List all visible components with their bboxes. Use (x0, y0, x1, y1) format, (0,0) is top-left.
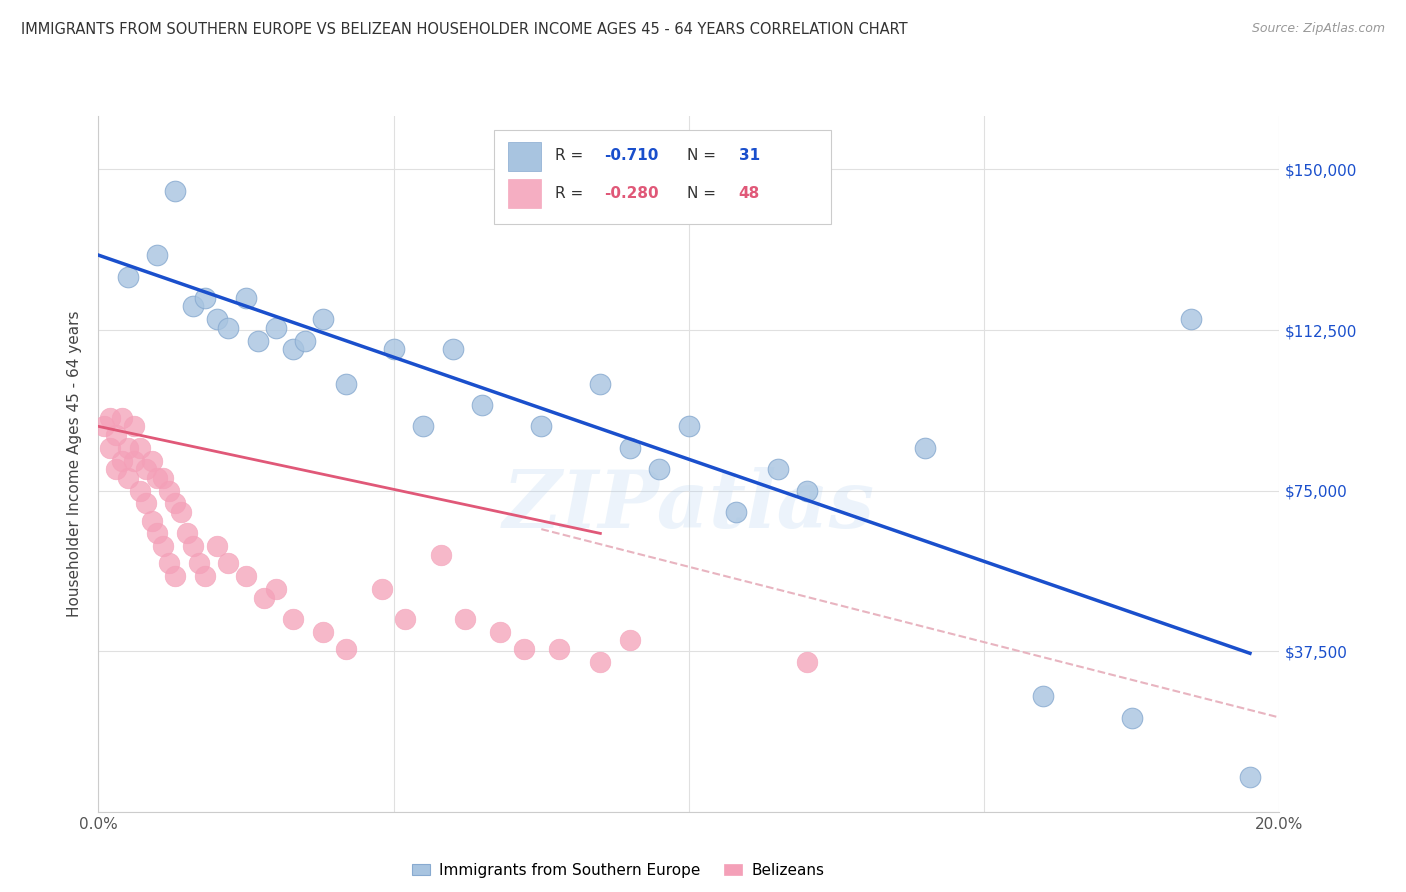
Point (181, 300, 204, 314)
Text: IMMIGRANTS FROM SOUTHERN EUROPE VS BELIZEAN HOUSEHOLDER INCOME AGES 45 - 64 YEAR: IMMIGRANTS FROM SOUTHERN EUROPE VS BELIZ… (21, 22, 908, 37)
Point (914, 441, 936, 455)
Point (122, 419, 145, 434)
Legend: Immigrants from Southern Europe, Belizeans: Immigrants from Southern Europe, Belizea… (406, 857, 831, 884)
Bar (508, 142, 541, 171)
Point (1180, 312, 1202, 326)
Point (105, 428, 128, 442)
Text: -0.280: -0.280 (605, 186, 658, 201)
Point (165, 569, 187, 583)
Point (117, 441, 139, 455)
Point (619, 633, 641, 648)
Point (796, 483, 818, 498)
Point (512, 642, 534, 657)
Point (235, 569, 257, 583)
Point (253, 591, 276, 605)
Point (152, 539, 174, 553)
Text: N =: N = (686, 186, 720, 201)
Point (111, 453, 134, 467)
Text: Source: ZipAtlas.com: Source: ZipAtlas.com (1251, 22, 1385, 36)
Point (796, 655, 818, 669)
Point (619, 441, 641, 455)
Point (678, 419, 700, 434)
Point (283, 612, 305, 626)
Point (157, 483, 180, 498)
Point (146, 471, 169, 485)
Point (128, 441, 150, 455)
Point (135, 462, 157, 476)
Point (335, 376, 357, 391)
Point (1032, 689, 1054, 703)
Text: R =: R = (555, 148, 589, 163)
Text: 48: 48 (738, 186, 759, 201)
Point (165, 496, 187, 510)
Point (453, 612, 475, 626)
Point (312, 312, 335, 326)
Point (589, 655, 612, 669)
Point (135, 496, 157, 510)
Point (157, 557, 180, 571)
Point (194, 569, 217, 583)
Bar (508, 179, 541, 209)
Point (105, 462, 128, 476)
Point (412, 419, 434, 434)
Point (146, 248, 169, 262)
Point (489, 624, 512, 639)
Point (128, 483, 150, 498)
Point (217, 557, 239, 571)
Point (441, 343, 464, 357)
Point (176, 526, 198, 541)
Point (430, 548, 453, 562)
Point (371, 582, 394, 596)
Point (648, 462, 671, 476)
Point (152, 471, 174, 485)
Point (335, 642, 357, 657)
Point (181, 539, 204, 553)
Point (471, 398, 494, 412)
Point (194, 291, 217, 305)
Point (141, 514, 163, 528)
Point (294, 334, 316, 348)
Point (205, 539, 228, 553)
Point (165, 184, 187, 198)
Point (117, 269, 139, 284)
Text: 31: 31 (738, 148, 759, 163)
Point (382, 343, 405, 357)
Point (264, 321, 287, 335)
Point (93, 419, 115, 434)
Point (141, 453, 163, 467)
Point (205, 312, 228, 326)
Point (725, 505, 748, 519)
FancyBboxPatch shape (494, 130, 831, 224)
Point (530, 419, 553, 434)
Point (235, 291, 257, 305)
Text: -0.710: -0.710 (605, 148, 658, 163)
Point (264, 582, 287, 596)
Text: R =: R = (555, 186, 589, 201)
Y-axis label: Householder Income Ages 45 - 64 years: Householder Income Ages 45 - 64 years (67, 310, 83, 617)
Text: ZIPatlas: ZIPatlas (503, 467, 875, 544)
Point (1121, 710, 1143, 724)
Point (117, 471, 139, 485)
Point (766, 462, 789, 476)
Point (312, 624, 335, 639)
Point (246, 334, 269, 348)
Point (548, 642, 571, 657)
Point (217, 321, 239, 335)
Point (122, 453, 145, 467)
Text: N =: N = (686, 148, 720, 163)
Point (187, 557, 209, 571)
Point (170, 505, 193, 519)
Point (146, 526, 169, 541)
Point (111, 410, 134, 425)
Point (1239, 771, 1261, 785)
Point (98, 410, 121, 425)
Point (283, 343, 305, 357)
Point (589, 376, 612, 391)
Point (394, 612, 416, 626)
Point (98, 441, 121, 455)
